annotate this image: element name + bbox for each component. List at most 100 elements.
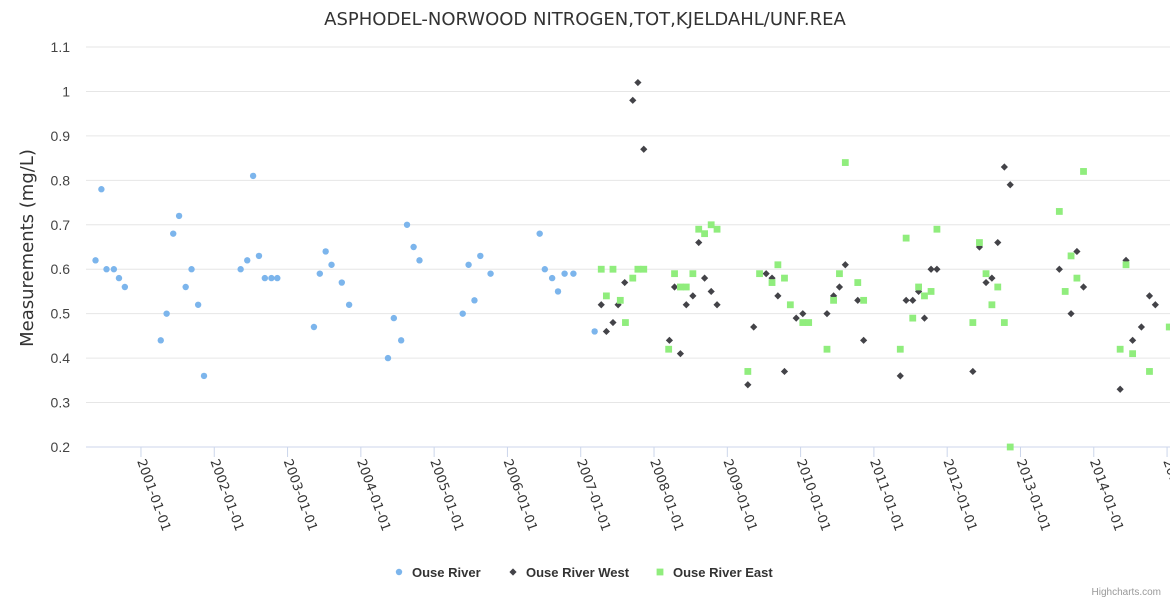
data-point[interactable]: [744, 381, 752, 389]
legend-marker[interactable]: [509, 568, 517, 576]
legend-marker[interactable]: [395, 568, 403, 576]
data-point[interactable]: [799, 310, 807, 318]
data-point[interactable]: [609, 318, 617, 327]
data-point[interactable]: [597, 301, 605, 309]
data-point[interactable]: [1116, 385, 1124, 393]
data-point[interactable]: [835, 283, 844, 291]
data-point[interactable]: [768, 274, 776, 282]
data-point[interactable]: [629, 274, 637, 282]
data-point[interactable]: [1146, 368, 1153, 375]
data-point[interactable]: [836, 270, 843, 278]
data-point[interactable]: [609, 265, 617, 273]
data-point[interactable]: [933, 265, 941, 273]
data-point[interactable]: [182, 283, 189, 291]
data-point[interactable]: [322, 248, 329, 255]
data-point[interactable]: [988, 301, 996, 309]
data-point[interactable]: [157, 337, 164, 344]
data-point[interactable]: [707, 221, 715, 229]
data-point[interactable]: [713, 225, 721, 233]
data-point[interactable]: [561, 270, 568, 277]
data-point[interactable]: [1067, 252, 1075, 260]
data-point[interactable]: [744, 368, 752, 375]
data-point[interactable]: [614, 301, 622, 309]
data-point[interactable]: [829, 292, 838, 300]
data-point[interactable]: [1055, 208, 1063, 215]
data-point[interactable]: [670, 283, 679, 291]
data-point[interactable]: [841, 261, 849, 269]
data-point[interactable]: [700, 274, 709, 282]
data-point[interactable]: [1061, 288, 1069, 295]
data-point[interactable]: [403, 221, 411, 228]
data-point[interactable]: [121, 283, 129, 291]
data-point[interactable]: [902, 296, 910, 304]
data-point[interactable]: [854, 296, 862, 304]
data-point[interactable]: [701, 230, 708, 238]
data-point[interactable]: [915, 283, 923, 291]
data-point[interactable]: [410, 243, 417, 251]
data-point[interactable]: [548, 274, 556, 282]
data-point[interactable]: [1079, 283, 1088, 291]
data-point[interactable]: [163, 310, 170, 317]
data-point[interactable]: [695, 238, 703, 247]
data-point[interactable]: [1006, 181, 1014, 189]
data-point[interactable]: [328, 261, 335, 268]
data-point[interactable]: [384, 354, 392, 362]
data-point[interactable]: [1122, 261, 1130, 269]
data-point[interactable]: [792, 314, 800, 322]
data-point[interactable]: [781, 274, 788, 282]
legend-marker[interactable]: [656, 568, 664, 576]
data-point[interactable]: [665, 336, 674, 344]
credits-link[interactable]: Highcharts.com: [1092, 587, 1161, 598]
data-point[interactable]: [909, 314, 917, 322]
data-point[interactable]: [200, 372, 208, 380]
data-point[interactable]: [188, 266, 195, 273]
data-point[interactable]: [713, 301, 721, 309]
data-point[interactable]: [1080, 168, 1087, 175]
data-point[interactable]: [756, 270, 763, 278]
data-point[interactable]: [602, 292, 610, 300]
data-point[interactable]: [249, 172, 257, 180]
data-point[interactable]: [768, 279, 776, 286]
legend-label[interactable]: Ouse River East: [673, 565, 773, 580]
data-point[interactable]: [823, 345, 831, 353]
data-point[interactable]: [274, 274, 281, 282]
data-point[interactable]: [1006, 443, 1014, 451]
data-point[interactable]: [1165, 323, 1170, 331]
data-point[interactable]: [780, 367, 789, 376]
data-point[interactable]: [762, 270, 770, 278]
legend-label[interactable]: Ouse River: [412, 565, 481, 580]
data-point[interactable]: [927, 265, 935, 273]
data-point[interactable]: [629, 96, 637, 104]
data-point[interactable]: [471, 297, 478, 304]
data-point[interactable]: [1000, 163, 1008, 171]
data-point[interactable]: [345, 301, 353, 308]
data-point[interactable]: [1116, 345, 1124, 353]
data-point[interactable]: [676, 350, 685, 358]
data-point[interactable]: [677, 283, 684, 291]
data-point[interactable]: [921, 292, 928, 300]
data-point[interactable]: [397, 337, 405, 344]
data-point[interactable]: [665, 345, 673, 353]
data-point[interactable]: [98, 186, 105, 193]
data-point[interactable]: [1129, 336, 1137, 344]
data-point[interactable]: [465, 261, 472, 268]
data-point[interactable]: [416, 257, 423, 264]
data-point[interactable]: [1151, 301, 1159, 309]
data-point[interactable]: [920, 314, 929, 322]
data-point[interactable]: [994, 238, 1002, 247]
data-point[interactable]: [774, 292, 782, 300]
data-point[interactable]: [310, 323, 318, 331]
data-point[interactable]: [570, 270, 577, 277]
data-point[interactable]: [634, 265, 642, 273]
data-point[interactable]: [982, 278, 990, 287]
data-point[interactable]: [616, 296, 624, 304]
data-point[interactable]: [92, 257, 99, 264]
data-point[interactable]: [695, 225, 703, 233]
data-point[interactable]: [896, 345, 904, 353]
data-point[interactable]: [1137, 323, 1146, 331]
data-point[interactable]: [634, 78, 642, 87]
legend-item-ouse-river[interactable]: Ouse River: [395, 565, 481, 580]
data-point[interactable]: [823, 310, 831, 318]
data-point[interactable]: [969, 319, 977, 326]
data-point[interactable]: [338, 279, 345, 286]
